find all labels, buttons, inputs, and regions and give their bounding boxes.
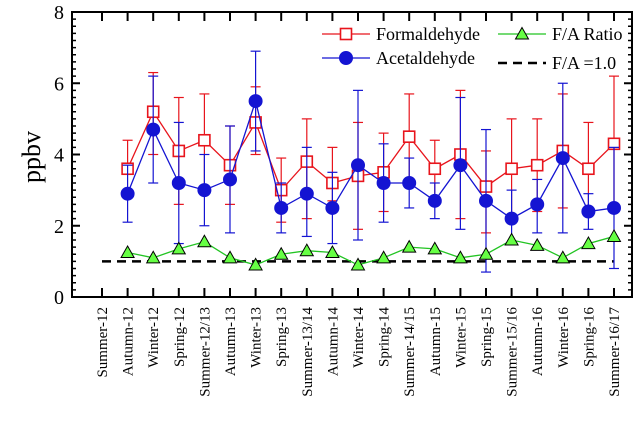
data-point xyxy=(325,200,340,215)
data-point xyxy=(427,193,442,208)
data-point xyxy=(325,244,340,258)
data-point xyxy=(478,246,494,260)
y-tick-label: 8 xyxy=(54,2,64,24)
data-point xyxy=(197,234,212,248)
x-tick-label: Summer-12 xyxy=(95,307,111,378)
x-tick-label: Spring-13 xyxy=(274,307,290,367)
legend-item: Acetaldehyde xyxy=(322,48,475,68)
legend-marker xyxy=(339,27,353,41)
data-point xyxy=(505,162,518,176)
legend-marker xyxy=(514,26,530,40)
data-point xyxy=(530,158,544,172)
data-point xyxy=(581,204,596,219)
data-point xyxy=(248,94,263,109)
y-tick-label: 2 xyxy=(54,216,64,238)
data-point xyxy=(402,176,417,190)
data-point xyxy=(146,122,161,137)
data-point xyxy=(581,236,596,250)
data-point xyxy=(376,176,391,190)
x-tick-label: Autumn-16 xyxy=(530,307,546,377)
data-point xyxy=(504,211,519,226)
x-tick-label: Summer-16/17 xyxy=(607,307,623,397)
data-point xyxy=(273,246,289,260)
data-point xyxy=(222,250,238,264)
data-point xyxy=(299,243,315,257)
data-point xyxy=(427,241,443,255)
data-point xyxy=(223,172,237,187)
data-point xyxy=(555,250,571,264)
legend-item: Formaldehyde xyxy=(322,24,480,44)
legend-label: F/A =1.0 xyxy=(552,53,616,73)
x-tick-label: Summer-13/14 xyxy=(300,307,316,397)
data-point xyxy=(145,250,161,264)
data-point xyxy=(274,200,289,215)
legend-item: F/A Ratio xyxy=(498,24,623,44)
x-tick-label: Summer-15/16 xyxy=(505,307,521,397)
y-axis-label: ppbv xyxy=(17,131,46,183)
x-tick-label: Spring-14 xyxy=(377,307,393,368)
x-tick-label: Spring-12 xyxy=(172,307,188,367)
y-tick-label: 4 xyxy=(54,145,64,167)
data-point xyxy=(350,257,366,271)
legend-label: Acetaldehyde xyxy=(376,48,475,68)
x-tick-label: Winter-14 xyxy=(351,307,367,368)
series-formaldehyde xyxy=(121,71,621,234)
data-point xyxy=(607,200,621,215)
x-tick-label: Autumn-12 xyxy=(121,307,137,376)
data-point xyxy=(453,250,468,264)
legend: Formaldehyde Acetaldehyde F/A Ratio F/A =1.… xyxy=(322,24,623,73)
data-point xyxy=(197,183,212,198)
x-tick-label: Winter-12 xyxy=(146,307,162,368)
data-point xyxy=(504,232,519,246)
series-line xyxy=(127,110,615,192)
data-point xyxy=(376,250,391,264)
data-point xyxy=(402,130,416,143)
data-point xyxy=(582,162,595,176)
x-tick-label: Winter-16 xyxy=(556,307,572,368)
plot-area: 0 2 4 6 8 Summer-12 Autumn-12 Winter-12 Spring-1… xyxy=(54,2,633,397)
x-tick-label: Summer-14/15 xyxy=(402,307,418,397)
legend-label: F/A Ratio xyxy=(552,24,623,44)
data-point xyxy=(351,158,365,173)
legend-item: F/A =1.0 xyxy=(498,53,616,73)
data-point xyxy=(248,257,263,271)
data-point xyxy=(529,237,545,251)
data-point xyxy=(530,197,545,212)
x-tick-label: Spring-16 xyxy=(581,307,597,368)
x-tick-label: Spring-15 xyxy=(479,307,495,367)
data-point xyxy=(120,186,135,201)
x-tick-label: Autumn-13 xyxy=(223,307,239,376)
data-point xyxy=(606,228,622,242)
data-point xyxy=(428,162,442,176)
legend-marker xyxy=(339,51,353,65)
data-point xyxy=(120,244,135,258)
x-tick-label: Winter-13 xyxy=(249,307,265,368)
y-tick-label: 6 xyxy=(54,73,64,95)
data-point xyxy=(171,176,186,190)
data-point xyxy=(401,239,417,253)
legend-label: Formaldehyde xyxy=(376,24,480,44)
x-tick-label: Winter-15 xyxy=(453,307,469,368)
data-point xyxy=(479,193,493,208)
series-acetaldehyde xyxy=(120,50,621,273)
data-point xyxy=(171,241,187,255)
series-f-a-ratio xyxy=(120,228,622,271)
data-point xyxy=(555,151,570,166)
data-point xyxy=(198,133,211,147)
y-tick-label: 0 xyxy=(54,287,64,309)
x-tick-label: Autumn-14 xyxy=(325,307,341,377)
x-tick-label: Autumn-15 xyxy=(428,307,444,376)
x-tick-label: Summer-12/13 xyxy=(197,307,213,397)
data-point xyxy=(299,186,314,201)
data-point xyxy=(453,158,468,173)
